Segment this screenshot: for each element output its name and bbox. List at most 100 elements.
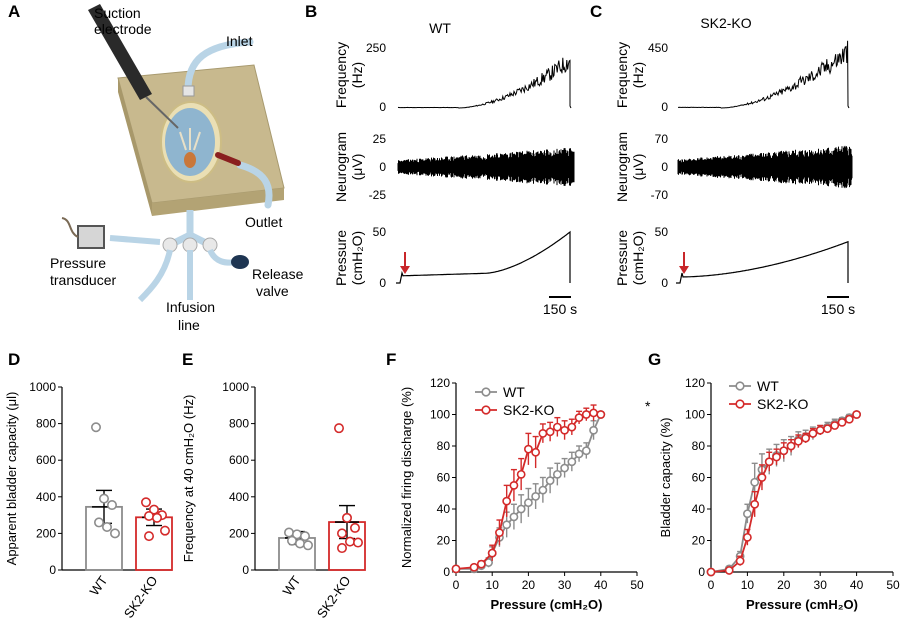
g-data-point [743,532,752,542]
f-data-point [538,428,548,438]
f-y-axis-title: Normalized firing discharge (%) [399,387,414,568]
d-data-point [152,512,163,523]
chart-g: 0 20 40 60 80 100 120 0 10 20 30 40 50 Pressure (cmH₂… [658,376,900,612]
label-transducer: transducer [50,272,116,288]
c-press-tick-zero: 0 [661,276,668,290]
transducer-line [109,235,161,245]
c-freq-tick-zero: 0 [661,100,668,114]
g-data-point [750,499,760,509]
f-legend-label-WT: WT [503,384,525,400]
stopcock-3 [202,237,218,253]
release-valve-icon [231,255,249,269]
f-data-point [560,425,569,435]
f-x-tick-label: 30 [558,578,572,592]
d-data-point [99,493,110,504]
chart-d: 0 200 400 600 800 1000 Apparent bladder capaci… [4,380,173,621]
f-y-tick-label: 120 [430,376,450,390]
panel-c-title: SK2-KO [700,15,751,31]
g-data-point [706,567,716,577]
outlet-tube [236,161,273,209]
g-data-point [757,473,767,482]
g-x-tick-label: 20 [777,578,791,592]
d-data-point [160,525,171,536]
g-data-point [735,556,745,566]
g-x-tick-label: 30 [814,578,828,592]
e-data-point [302,540,313,551]
g-y-tick-label: 60 [692,471,706,485]
f-y-tick-label: 60 [437,471,451,485]
d-data-point [144,531,155,542]
f-data-point [487,548,497,558]
f-y-tick-label: 0 [443,565,450,579]
f-data-point [516,504,526,514]
outlet-needle [215,152,241,166]
f-data-point [476,559,486,569]
chamber-front-face [152,188,284,216]
d-y-tick-label: 0 [49,563,56,577]
label-line: line [178,317,200,333]
e-y-tick-label: 1000 [222,380,249,394]
f-data-point [552,469,562,479]
g-y-tick-label: 0 [698,565,705,579]
d-data-point [94,517,105,528]
f-x-tick-label: 0 [453,578,460,592]
e-data-point [336,528,347,539]
d-x-tick-WT: WT [87,573,111,598]
e-data-point [352,537,363,548]
panel-label-a: A [8,2,20,21]
f-x-tick-label: 40 [594,578,608,592]
f-data-point [531,491,541,501]
d-data-point [141,497,152,508]
f-legend-label-SK2-KO: SK2-KO [503,402,554,418]
f-y-tick-label: 20 [437,534,451,548]
nerve-branches [179,128,201,151]
e-data-point [294,538,305,549]
b-neurogram-trace [397,148,575,186]
panel-b: B WT Frequency (Hz) Neurogram (μV) Press… [305,2,577,317]
label-pressure: Pressure [50,255,106,271]
d-data-point [149,504,160,515]
c-freq-tick-top: 450 [648,41,668,55]
f-data-point [516,469,526,479]
stopcock-1 [162,237,178,253]
label-infusion: Infusion [166,299,215,315]
f-data-point [538,485,548,495]
chart-f: 0 20 40 60 80 100 120 0 10 20 30 40 50 Pressure (cmH₂… [399,376,644,612]
f-data-point [581,446,591,456]
f-data-point [574,449,584,459]
g-y-tick-label: 40 [692,502,706,516]
panel-label-b: B [305,2,317,21]
c-press-label: Pressure [614,230,630,286]
b-freq-unit: (Hz) [349,62,365,88]
g-y-tick-label: 120 [685,376,705,390]
pressure-line [137,249,173,303]
f-x-tick-label: 50 [630,578,644,592]
f-y-tick-label: 100 [430,408,450,422]
c-press-tick-top: 50 [655,225,669,239]
e-y-tick-label: 400 [229,490,249,504]
c-neuro-tick-zero: 0 [661,160,668,174]
f-y-tick-label: 40 [437,502,451,516]
electrode-tip [145,96,179,129]
e-y-tick-label: 200 [229,526,249,540]
d-y-axis-title: Apparent bladder capacity (μl) [4,392,19,566]
e-data-point [341,512,352,523]
g-data-point [844,414,854,424]
g-x-tick-label: 0 [708,578,715,592]
label-valve: valve [256,283,289,299]
g-series-line-WT [710,413,857,573]
b-scale-label: 150 s [543,301,577,317]
e-x-tick-SK2-KO: SK2-KO [314,573,354,621]
f-x-tick-label: 10 [486,578,500,592]
g-data-point [772,452,781,462]
e-data-point [283,527,294,538]
g-y-tick-label: 100 [685,408,705,422]
d-x-tick-SK2-KO: SK2-KO [121,573,161,621]
c-red-arrow-icon [679,266,689,274]
g-series-line-SK2-KO [710,413,858,573]
g-y-tick-label: 20 [692,534,706,548]
b-press-tick-zero: 0 [379,276,386,290]
e-y-tick-label: 800 [229,417,249,431]
f-data-point [469,562,479,572]
f-data-point [596,410,606,419]
